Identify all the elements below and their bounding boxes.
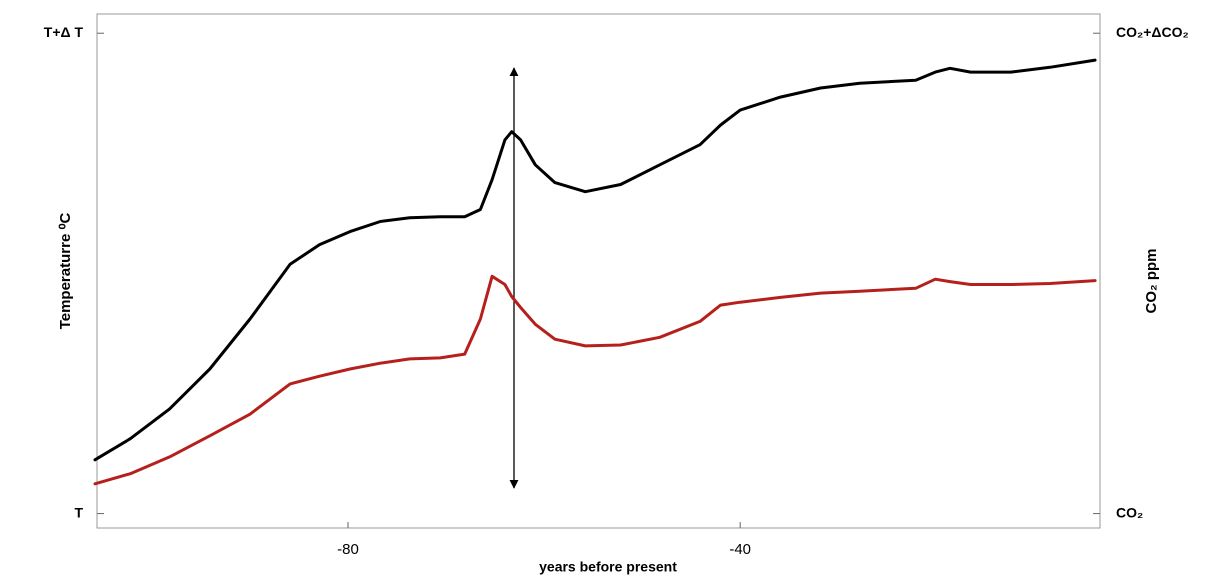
- y2-tick-label: CO₂+ΔCO₂: [1116, 24, 1189, 40]
- x-tick-label: -40: [729, 541, 751, 558]
- x-axis-title: years before present: [539, 559, 677, 575]
- y2-axis-title: CO₂ ppm: [1143, 249, 1160, 314]
- y-axis-title: Temperaturre ⁰C: [57, 213, 74, 330]
- x-tick-label: -80: [337, 541, 359, 558]
- data-line: [93, 274, 1097, 486]
- data-line: [93, 58, 1097, 462]
- plot-frame: [96, 13, 1101, 529]
- y2-tick-label: CO₂: [1116, 504, 1143, 520]
- y-tick-label: T+Δ T: [44, 24, 84, 40]
- y-tick-label: T: [74, 504, 83, 520]
